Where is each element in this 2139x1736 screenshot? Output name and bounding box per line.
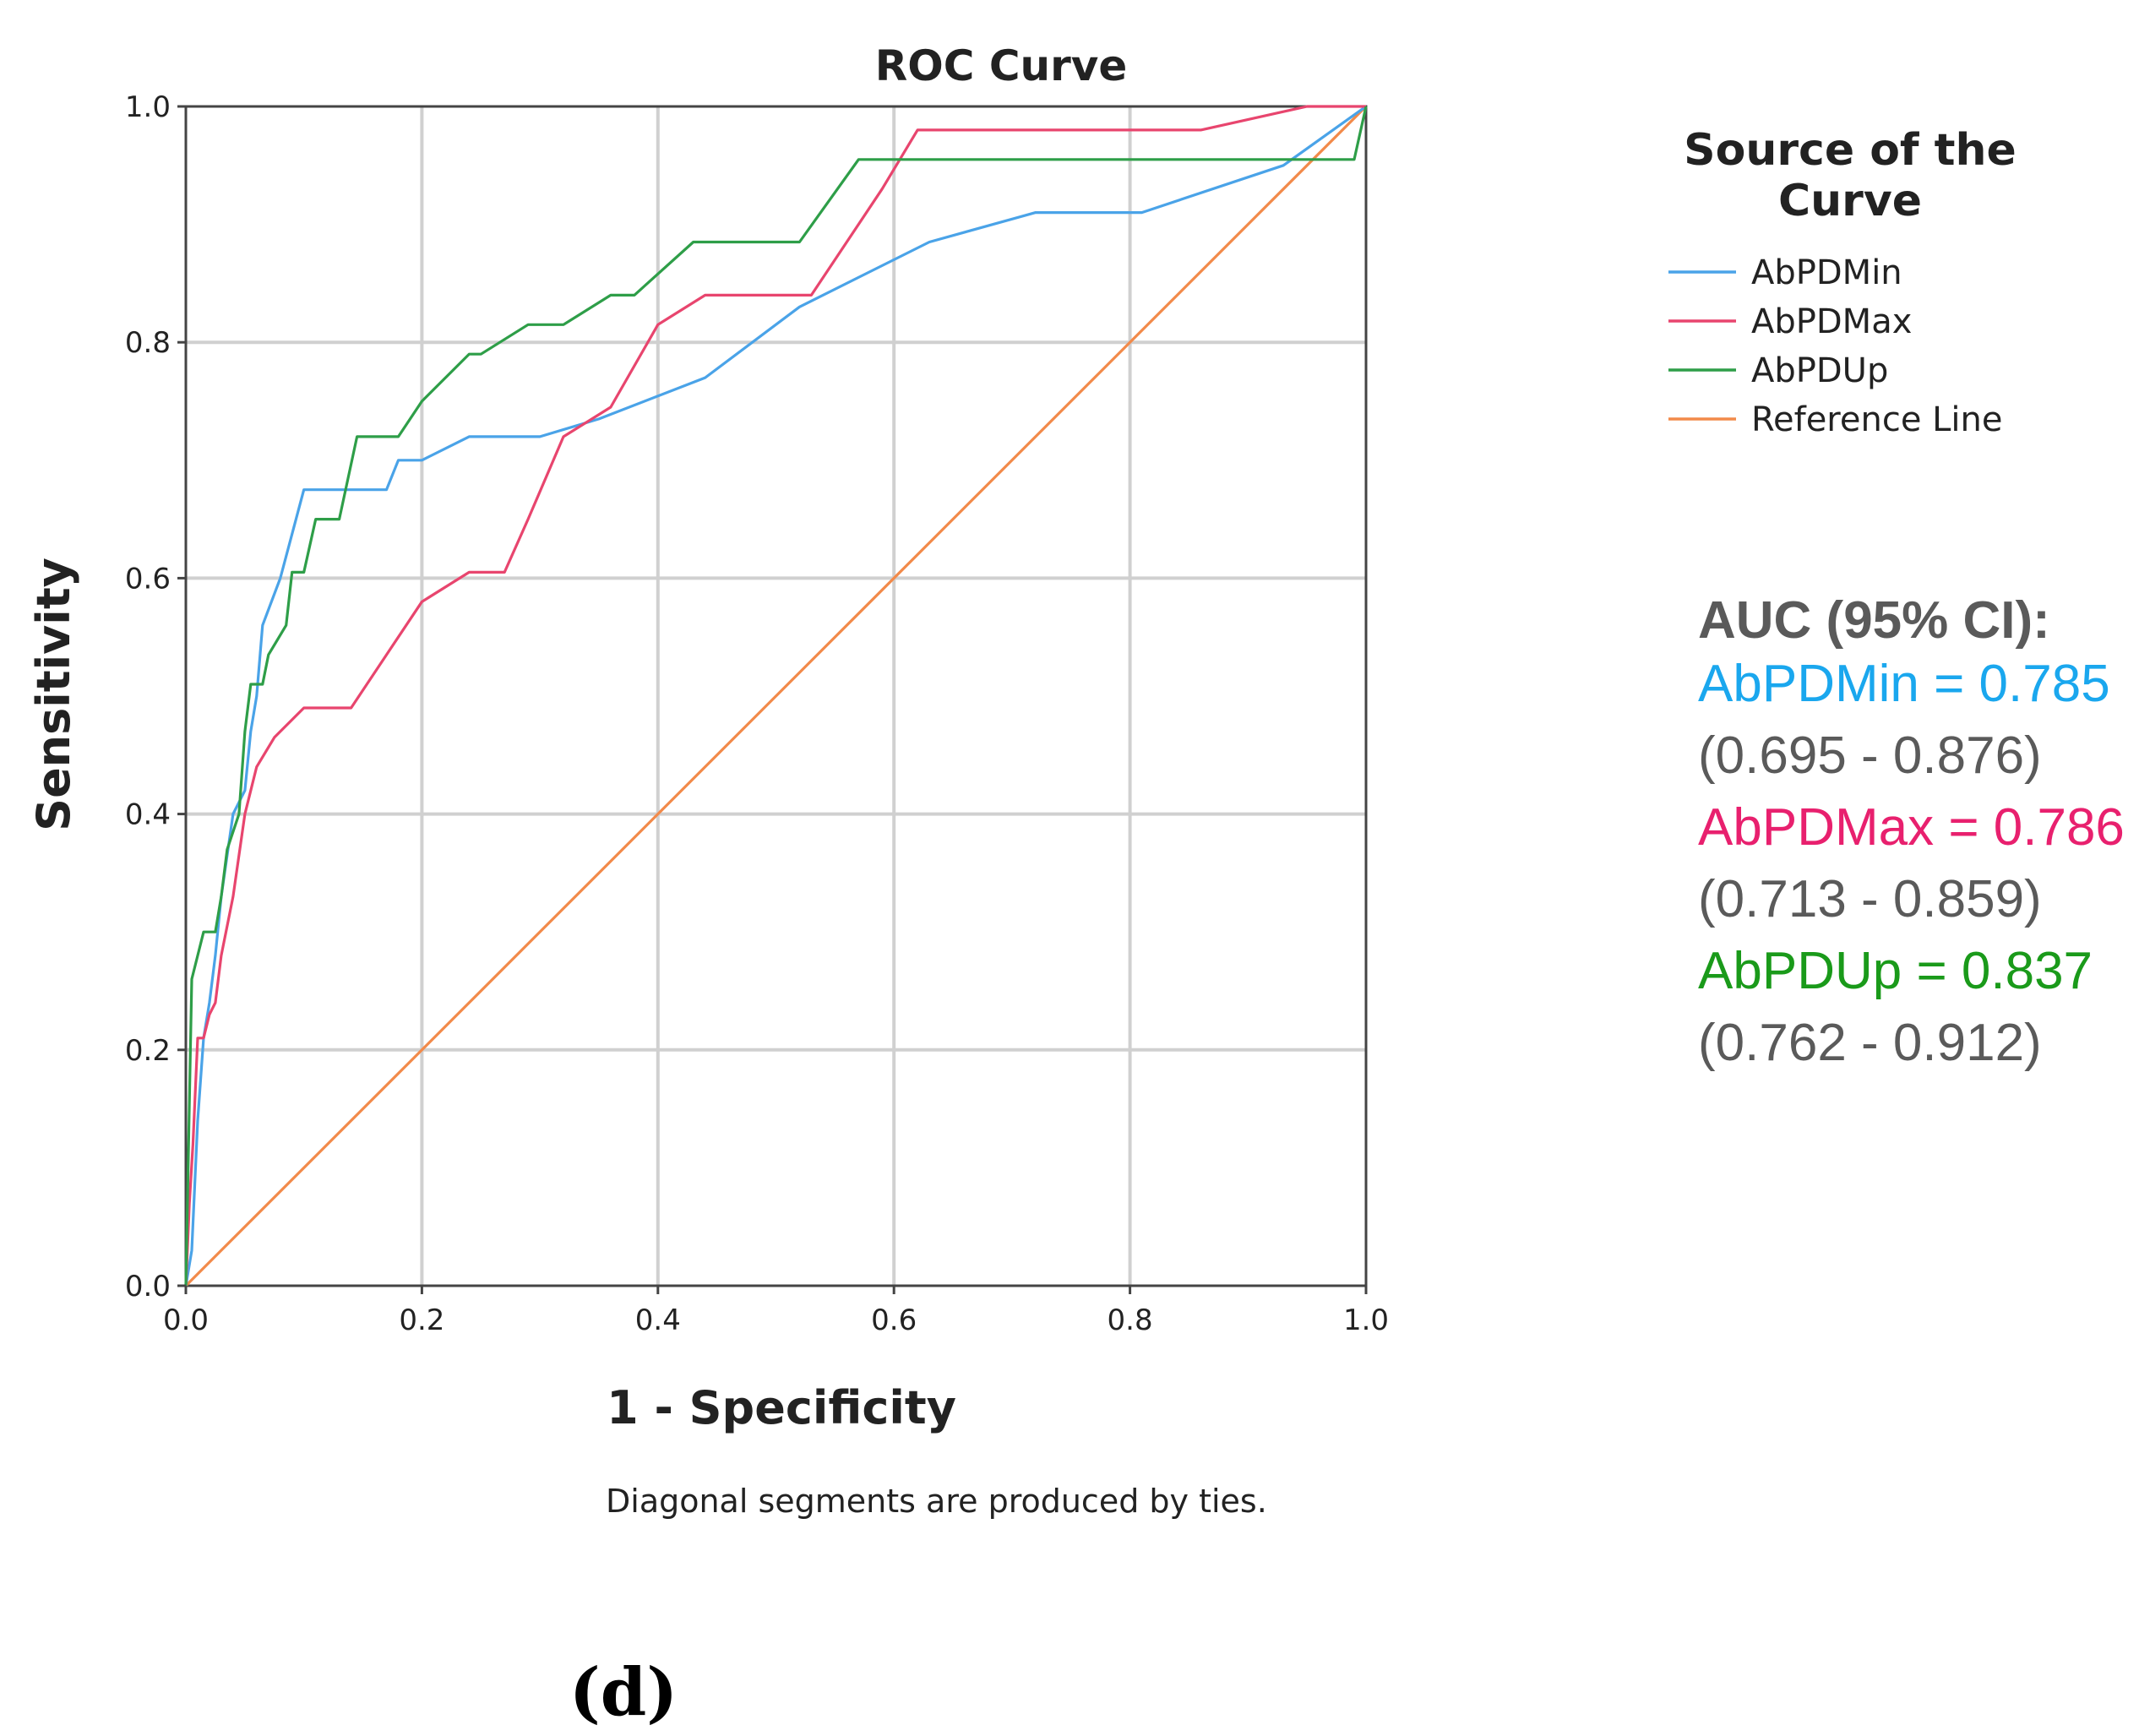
y-tick-label: 0.2 [125,1034,171,1068]
series-line-abpdup [184,106,1368,1287]
footnote: Diagonal segments are produced by ties. [606,1483,1267,1520]
auc-entry-label: AbPDUp = 0.837 [1698,942,2093,1000]
panel-label: (d) [569,1654,678,1731]
x-tick-label: 1.0 [1343,1303,1389,1337]
legend-label-abpdmax: AbPDMax [1751,302,1912,341]
auc-heading: AUC (95% CI): [1698,591,2050,650]
legend-items: AbPDMin AbPDMax AbPDUp Reference Line [1668,253,2003,439]
legend-label-abpdmin: AbPDMin [1751,253,1902,292]
legend-title-line2: Curve [1778,176,1922,226]
x-tick-label: 0.0 [163,1303,209,1337]
x-tick-label: 0.6 [871,1303,917,1337]
y-tick-label: 0.4 [125,798,171,832]
legend-label-reference-line: Reference Line [1751,400,2003,439]
y-tick-label: 0.0 [125,1270,171,1303]
axis-ticks: 0.0 0.2 0.4 0.6 0.8 1.0 0.0 0.2 0.4 0.6 0.8 1.0 [125,90,1389,1337]
legend-label-abpdup: AbPDUp [1751,351,1888,390]
series-line-abpdmin [184,105,1367,1287]
grid-lines [186,106,1366,1286]
auc-entry-label: AbPDMin = 0.785 [1698,655,2110,713]
x-tick-label: 0.4 [635,1303,681,1337]
series-line-reference-line [184,105,1368,1287]
x-axis-label: 1 - Specificity [607,1381,956,1434]
y-tick-label: 1.0 [125,90,171,124]
y-tick-label: 0.6 [125,562,171,596]
x-tick-label: 0.8 [1108,1303,1153,1337]
x-tick-label: 0.2 [399,1303,444,1337]
auc-entry-label: AbPDMax = 0.786 [1698,798,2125,857]
auc-entry-ci: (0.762 - 0.912) [1698,1014,2042,1072]
legend-title-line1: Source of the [1684,125,2017,176]
chart-title: ROC Curve [875,41,1128,90]
auc-panel: AUC (95% CI): AbPDMin = 0.785 (0.695 - 0… [1698,591,2125,1072]
auc-entry-ci: (0.713 - 0.859) [1698,870,2042,928]
series-layer [184,105,1368,1287]
y-tick-label: 0.8 [125,326,171,360]
plot-frame [184,105,1368,1287]
y-axis-label: Sensitivity [27,558,80,831]
auc-entry-ci: (0.695 - 0.876) [1698,727,2042,785]
series-line-abpdmax [184,105,1366,1287]
legend: Source of the Curve AbPDMin AbPDMax AbPDUp… [1668,125,2017,439]
